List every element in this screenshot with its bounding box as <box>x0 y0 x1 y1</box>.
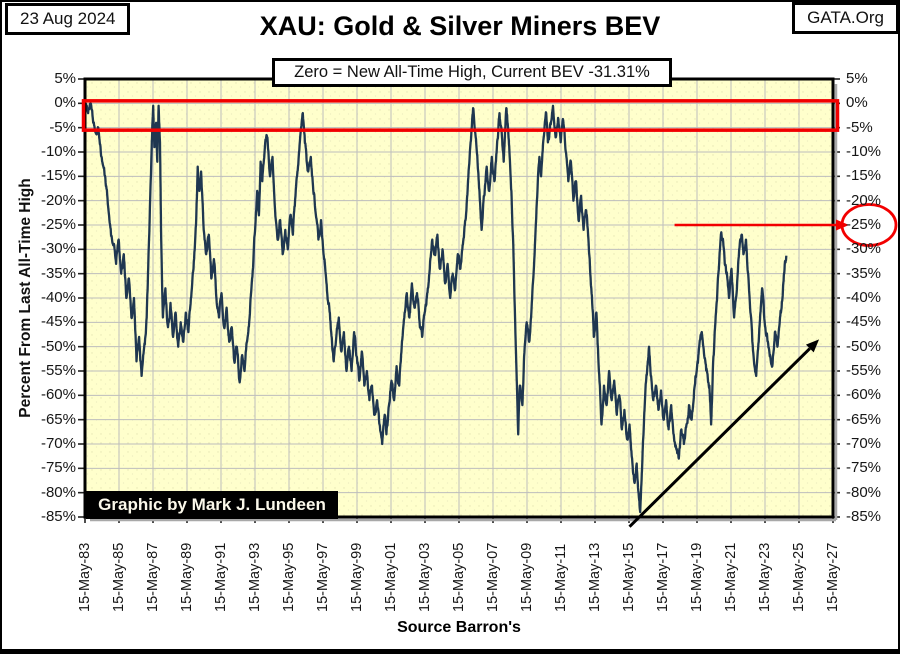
x-tick-label: 15-May-01 <box>383 542 399 612</box>
y-tick-label-left: -30% <box>40 240 76 258</box>
x-tick-label: 15-May-11 <box>553 543 569 612</box>
gata-box: GATA.Org <box>792 2 899 34</box>
annotation-box: Zero = New All-Time High, Current BEV -3… <box>272 58 672 87</box>
y-tick-label-left: -85% <box>40 508 76 525</box>
y-tick-label-right: -65% <box>846 410 882 428</box>
x-tick-label: 15-May-05 <box>451 542 467 612</box>
x-tick-label: 15-May-03 <box>417 542 433 612</box>
bev-data-line <box>84 102 788 514</box>
x-tick-label: 15-May-93 <box>247 542 263 612</box>
y-tick-label-left: -50% <box>40 337 76 355</box>
y-tick-label-right: -25% <box>846 216 882 233</box>
y-tick-label-right: -40% <box>846 289 882 306</box>
x-tick-label: 15-May-09 <box>519 542 535 612</box>
y-tick-label-left: -45% <box>40 313 76 331</box>
y-tick-label-left: -75% <box>40 459 76 477</box>
x-tick-label: 15-May-87 <box>145 542 161 612</box>
y-tick-label-left: 0% <box>54 94 76 112</box>
watermark-label: Graphic by Mark J. Lundeen <box>86 491 338 519</box>
source-label: Source Barron's <box>397 619 521 636</box>
y-tick-label-right: -45% <box>846 313 882 331</box>
x-tick-label: 15-May-97 <box>315 542 331 612</box>
y-tick-label-left: -55% <box>40 362 76 379</box>
y-tick-label-right: 0% <box>846 94 868 112</box>
y-tick-label-right: -30% <box>846 240 882 258</box>
y-tick-label-right: -20% <box>846 191 882 209</box>
y-tick-label-right: -70% <box>846 435 882 452</box>
black-trend-arrow-shaft <box>628 347 811 528</box>
x-tick-label: 15-May-85 <box>111 542 127 612</box>
y-tick-label-right: -50% <box>846 337 882 355</box>
y-tick-label-left: -5% <box>49 118 76 136</box>
x-tick-label: 15-May-99 <box>349 542 365 612</box>
x-tick-label: 15-May-83 <box>77 542 93 612</box>
y-tick-label-left: 5% <box>54 70 76 87</box>
y-tick-label-left: -65% <box>40 410 76 428</box>
site-label: GATA.Org <box>807 8 884 27</box>
y-tick-label-left: -35% <box>40 264 76 282</box>
x-tick-label: 15-May-91 <box>213 542 229 612</box>
x-tick-label: 15-May-21 <box>723 542 739 612</box>
red-zone-box <box>81 99 840 132</box>
y-tick-label-left: -40% <box>40 289 76 306</box>
y-tick-label-left: -25% <box>40 216 76 233</box>
chart-title: XAU: Gold & Silver Miners BEV <box>259 11 661 41</box>
x-tick-label: 15-May-89 <box>179 542 195 612</box>
y-tick-label-left: -10% <box>40 143 76 160</box>
black-trend-arrow-head <box>805 339 820 353</box>
x-tick-label: 15-May-07 <box>485 542 501 612</box>
x-tick-label: 15-May-15 <box>621 542 637 612</box>
y-tick-label-right: -60% <box>846 386 882 404</box>
y-tick-label-right: -10% <box>846 143 882 160</box>
x-tick-label: 15-May-27 <box>825 542 841 612</box>
x-tick-label: 15-May-95 <box>281 542 297 612</box>
y-tick-label-left: -70% <box>40 435 76 452</box>
y-tick-label-right: -75% <box>846 459 882 477</box>
y-tick-label-right: -80% <box>846 483 882 501</box>
x-tick-label: 15-May-19 <box>689 542 705 612</box>
red-circle-annotation <box>840 203 898 247</box>
y-tick-label-right: -15% <box>846 167 882 185</box>
y-tick-label-right: 5% <box>846 70 868 87</box>
y-tick-label-right: -55% <box>846 362 882 379</box>
y-tick-label-left: -15% <box>40 167 76 185</box>
y-tick-label-right: -5% <box>846 118 873 136</box>
y-tick-label-left: -60% <box>40 386 76 404</box>
x-tick-label: 15-May-13 <box>587 542 603 612</box>
x-tick-label: 15-May-25 <box>791 542 807 612</box>
x-tick-label: 15-May-17 <box>655 542 671 612</box>
date-label: 23 Aug 2024 <box>20 9 116 28</box>
y-tick-label-left: -20% <box>40 191 76 209</box>
y-tick-label-right: -35% <box>846 264 882 282</box>
date-box: 23 Aug 2024 <box>5 3 131 35</box>
y-tick-label-right: -85% <box>846 508 882 525</box>
y-tick-label-left: -80% <box>40 483 76 501</box>
x-tick-label: 15-May-23 <box>757 542 773 612</box>
